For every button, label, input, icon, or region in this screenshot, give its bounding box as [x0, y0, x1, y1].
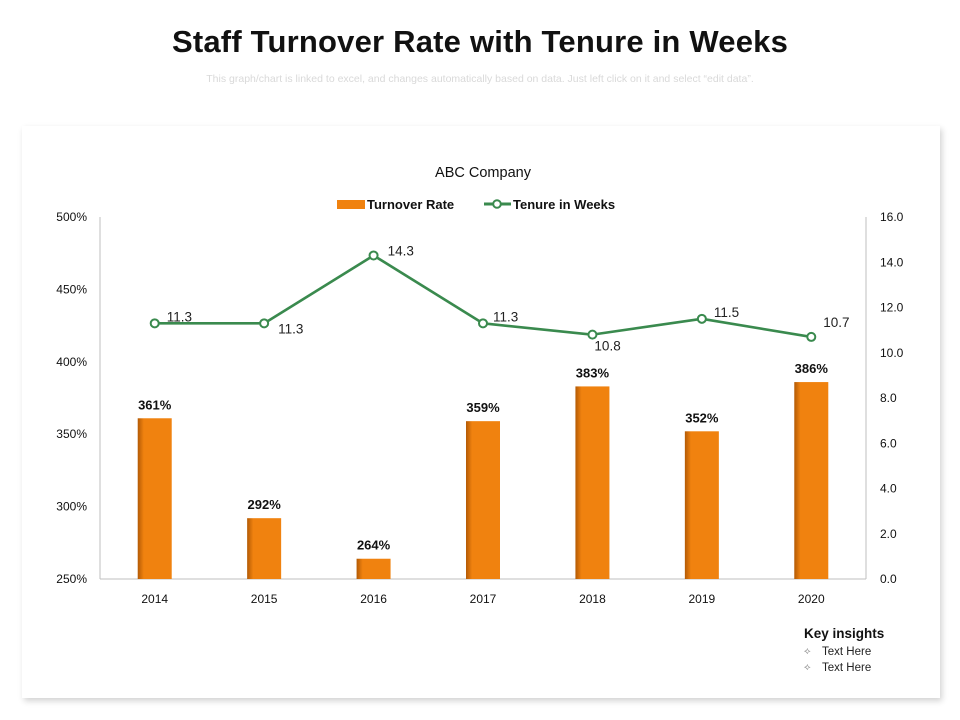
bar-data-label: 383%: [576, 365, 610, 380]
y-right-tick-label: 6.0: [880, 436, 897, 450]
bar-data-label: 264%: [357, 538, 391, 553]
tenure-data-label: 11.3: [278, 321, 303, 336]
y-left-tick-label: 300%: [56, 500, 87, 514]
bar: [247, 518, 282, 579]
y-left-tick-label: 450%: [56, 282, 87, 296]
bar-data-label: 359%: [466, 400, 500, 415]
y-right-tick-label: 0.0: [880, 572, 897, 586]
tenure-point: [478, 318, 488, 329]
key-insight-text: Text Here: [822, 662, 872, 674]
y-right-tick-label: 4.0: [880, 482, 897, 496]
y-left-tick-label: 500%: [56, 210, 87, 224]
tenure-data-label: 14.3: [388, 243, 414, 258]
bar: [466, 421, 500, 579]
slide-subtitle: This graph/chart is linked to excel, and…: [206, 73, 754, 85]
bar-data-label: 352%: [685, 410, 719, 425]
tenure-data-label: 10.8: [594, 339, 620, 354]
y-left-tick-label: 400%: [56, 355, 87, 369]
tenure-point: [696, 313, 707, 324]
legend-label-turnover-rate: Turnover Rate: [367, 197, 454, 212]
bar: [575, 386, 610, 579]
key-insight-item: ⟡ Text Here: [804, 644, 884, 660]
tenure-point: [259, 318, 270, 329]
x-tick-label: 2020: [798, 592, 825, 606]
tenure-point: [806, 331, 817, 342]
x-tick-label: 2019: [689, 592, 716, 606]
y-right-tick-label: 16.0: [880, 210, 904, 224]
bar-data-label: 292%: [248, 497, 282, 512]
key-insights-title: Key insights: [804, 626, 885, 641]
tenure-data-label: 10.7: [823, 315, 849, 330]
slide-title: Staff Turnover Rate with Tenure in Weeks: [171, 24, 789, 59]
bar-data-label: 386%: [795, 361, 829, 376]
tenure-data-label: 11.3: [493, 309, 518, 324]
legend-marker-tenure: [492, 199, 502, 209]
x-tick-label: 2016: [360, 592, 387, 606]
bar: [137, 418, 172, 579]
tenure-point: [149, 318, 160, 329]
x-tick-label: 2015: [251, 592, 278, 606]
tenure-point: [587, 329, 598, 340]
y-right-tick-label: 14.0: [880, 255, 904, 269]
key-insight-item: ⟡ Text Here: [804, 660, 884, 676]
tenure-data-label: 11.3: [167, 309, 192, 324]
y-left-tick-label: 250%: [56, 572, 87, 586]
y-right-tick-label: 8.0: [880, 391, 897, 405]
key-insight-text: Text Here: [822, 646, 872, 658]
key-insights: Key insights ⟡ Text Here ⟡ Text Here: [804, 626, 884, 676]
legend-label-tenure-in-weeks: Tenure in Weeks: [513, 197, 615, 212]
bar: [684, 431, 719, 579]
x-tick-label: 2014: [141, 592, 168, 606]
tenure-point: [368, 250, 379, 261]
x-tick-label: 2017: [470, 592, 497, 606]
tenure-data-label: 11.5: [714, 305, 739, 320]
bar: [356, 558, 391, 579]
x-tick-label: 2018: [579, 592, 606, 606]
y-left-tick-label: 350%: [56, 427, 87, 441]
bar-data-label: 361%: [138, 397, 172, 412]
y-right-tick-label: 10.0: [880, 346, 904, 360]
chart-title: ABC Company: [435, 165, 532, 181]
bar: [794, 382, 829, 579]
diamond-bullet-icon: ⟡: [804, 646, 811, 657]
y-right-tick-label: 2.0: [880, 527, 897, 541]
chart-panel: [22, 126, 940, 698]
legend-swatch-turnover-rate: [337, 200, 365, 209]
diamond-bullet-icon: ⟡: [804, 662, 811, 673]
y-right-tick-label: 12.0: [880, 301, 904, 315]
